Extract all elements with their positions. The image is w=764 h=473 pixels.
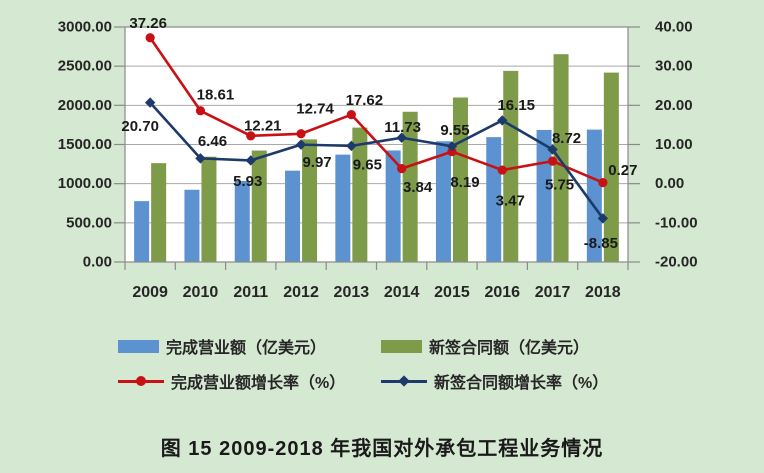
svg-text:2016: 2016: [484, 284, 520, 301]
svg-text:0.27: 0.27: [608, 162, 637, 179]
svg-text:40.00: 40.00: [655, 19, 693, 36]
svg-text:2017: 2017: [535, 284, 571, 301]
right-axis-labels: 40.00 30.00 20.00 10.00 0.00 -10.00 -20.00: [655, 19, 698, 271]
svg-text:9.55: 9.55: [440, 122, 469, 139]
svg-text:3.47: 3.47: [496, 193, 525, 210]
blue-bar-swatch-icon: [118, 339, 159, 353]
legend-item-completed-turnover: 完成营业额（亿美元）: [118, 336, 381, 357]
svg-text:1000.00: 1000.00: [58, 175, 112, 192]
svg-text:2010: 2010: [183, 284, 219, 301]
legend-label-new-growth: 新签合同额增长率（%）: [434, 375, 609, 392]
svg-text:20.00: 20.00: [655, 97, 693, 114]
line-new-contracts-growth: [144, 97, 609, 224]
svg-text:17.62: 17.62: [346, 92, 384, 109]
svg-text:0.00: 0.00: [655, 175, 684, 192]
svg-text:16.15: 16.15: [497, 97, 535, 114]
svg-text:9.97: 9.97: [302, 154, 331, 171]
svg-text:5.75: 5.75: [545, 177, 574, 194]
green-bar-swatch-icon: [381, 339, 422, 353]
svg-text:30.00: 30.00: [655, 58, 693, 75]
svg-text:-10.00: -10.00: [655, 214, 698, 231]
legend-item-completed-growth: 完成营业额增长率（%）: [118, 371, 381, 392]
svg-text:3.84: 3.84: [403, 179, 433, 196]
svg-text:2009: 2009: [132, 284, 168, 301]
svg-text:2014: 2014: [384, 284, 420, 301]
combo-chart: 3000.00 2500.00 2000.00 1500.00 1000.00 500.0…: [58, 15, 698, 301]
navy-line-diamond-marker-icon: [381, 373, 427, 389]
svg-text:2015: 2015: [434, 284, 470, 301]
chart-legend: 完成营业额（亿美元） 新签合同额（亿美元） 完成营业额增长率（%） 新签合同额增…: [118, 336, 609, 392]
legend-item-new-growth: 新签合同额增长率（%）: [381, 371, 609, 392]
svg-text:20.70: 20.70: [121, 118, 159, 135]
svg-text:2011: 2011: [233, 284, 268, 301]
svg-text:-20.00: -20.00: [655, 254, 698, 271]
svg-text:2018: 2018: [585, 284, 621, 301]
svg-text:12.74: 12.74: [296, 100, 334, 117]
svg-text:2013: 2013: [334, 284, 370, 301]
svg-text:0.00: 0.00: [83, 254, 112, 271]
red-line-circle-marker-icon: [118, 373, 164, 389]
svg-text:2500.00: 2500.00: [58, 58, 112, 75]
figure-caption: 图 15 2009-2018 年我国对外承包工程业务情况: [160, 438, 604, 460]
category-labels: 2009 2010 2011 2012 2013 2014 2015 2016 2017 2018: [132, 284, 620, 301]
svg-text:1500.00: 1500.00: [58, 136, 112, 153]
svg-text:500.00: 500.00: [66, 214, 112, 231]
svg-text:2000.00: 2000.00: [58, 97, 112, 114]
svg-text:11.73: 11.73: [384, 119, 421, 136]
svg-text:37.26: 37.26: [129, 15, 167, 32]
left-axis-labels: 3000.00 2500.00 2000.00 1500.00 1000.00 500.0…: [58, 19, 112, 271]
legend-item-new-contracts: 新签合同额（亿美元）: [381, 336, 608, 357]
svg-text:18.61: 18.61: [197, 86, 235, 103]
axes: [114, 26, 640, 270]
svg-text:2012: 2012: [283, 284, 319, 301]
svg-text:-8.85: -8.85: [584, 235, 618, 252]
svg-text:9.65: 9.65: [353, 156, 382, 173]
svg-text:8.72: 8.72: [552, 130, 581, 147]
svg-text:8.19: 8.19: [450, 174, 479, 191]
legend-label-completed-growth: 完成营业额增长率（%）: [171, 375, 346, 392]
bars-new-contracts: [151, 54, 619, 262]
data-labels: 37.26 18.61 12.21 12.74 17.62 3.84 8.19 3.47 5.7…: [121, 15, 637, 252]
svg-text:5.93: 5.93: [233, 173, 262, 190]
svg-text:12.21: 12.21: [244, 117, 282, 134]
legend-label-new-contracts: 新签合同额（亿美元）: [429, 340, 590, 357]
svg-text:6.46: 6.46: [198, 133, 227, 150]
svg-text:3000.00: 3000.00: [58, 19, 112, 36]
svg-text:10.00: 10.00: [655, 136, 693, 153]
legend-label-completed-turnover: 完成营业额（亿美元）: [166, 340, 327, 357]
